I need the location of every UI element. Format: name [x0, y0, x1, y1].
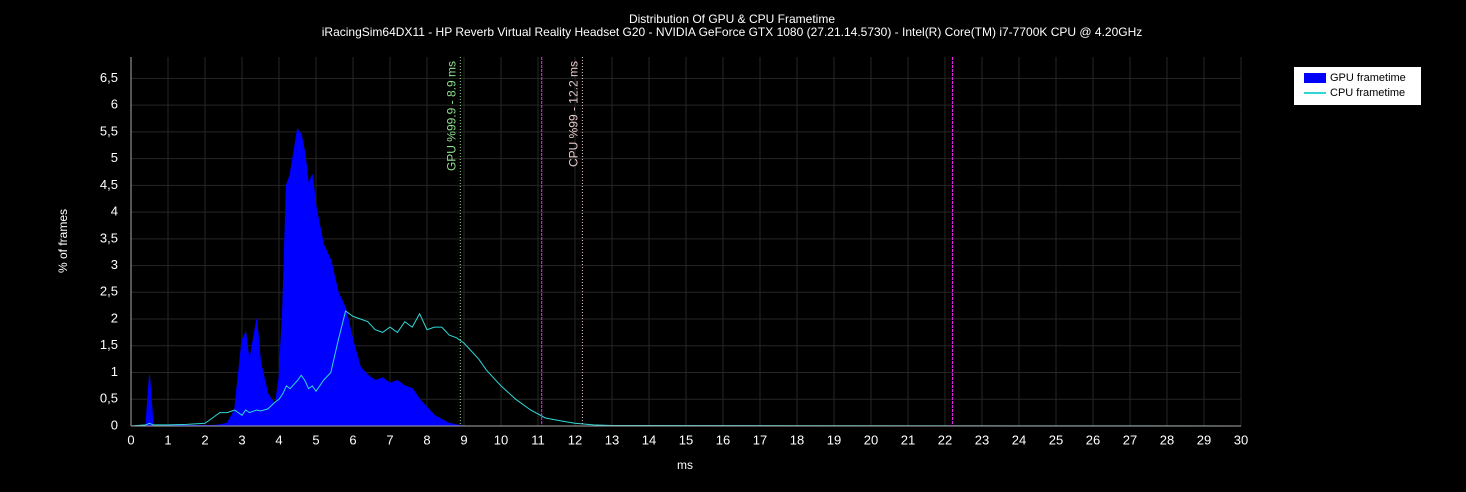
x-tick-label: 29: [1197, 432, 1211, 447]
x-tick-label: 12: [568, 432, 582, 447]
x-tick-label: 13: [605, 432, 619, 447]
x-tick-label: 2: [201, 432, 208, 447]
x-tick-label: 17: [753, 432, 767, 447]
legend-label: CPU frametime: [1330, 87, 1405, 99]
legend-swatch: [1304, 73, 1326, 83]
x-tick-label: 16: [716, 432, 730, 447]
x-tick-label: 9: [460, 432, 467, 447]
y-tick-label: 2: [111, 310, 118, 325]
x-axis-label: ms: [677, 458, 693, 472]
x-tick-label: 14: [642, 432, 656, 447]
percentile-label: CPU %99 - 12.2 ms: [567, 61, 581, 167]
x-tick-label: 22: [938, 432, 952, 447]
y-tick-label: 3,5: [100, 230, 118, 245]
x-tick-label: 26: [1086, 432, 1100, 447]
x-tick-label: 28: [1160, 432, 1174, 447]
x-tick-label: 19: [827, 432, 841, 447]
y-tick-label: 2,5: [100, 284, 118, 299]
x-tick-label: 27: [1123, 432, 1137, 447]
y-tick-label: 4,5: [100, 177, 118, 192]
chart-title: Distribution Of GPU & CPU Frametime: [629, 12, 835, 26]
x-tick-label: 0: [127, 432, 134, 447]
x-tick-label: 21: [901, 432, 915, 447]
legend-label: GPU frametime: [1330, 72, 1406, 84]
x-tick-label: 24: [1012, 432, 1026, 447]
x-tick-label: 5: [312, 432, 319, 447]
y-tick-label: 5,5: [100, 123, 118, 138]
y-tick-label: 0,5: [100, 391, 118, 406]
x-tick-label: 10: [494, 432, 508, 447]
x-tick-label: 20: [864, 432, 878, 447]
x-tick-label: 15: [679, 432, 693, 447]
y-tick-label: 1,5: [100, 337, 118, 352]
cpu-line: [130, 310, 1242, 427]
x-tick-label: 30: [1234, 432, 1248, 447]
x-tick-label: 25: [1049, 432, 1063, 447]
x-tick-label: 18: [790, 432, 804, 447]
x-tick-label: 23: [975, 432, 989, 447]
x-tick-label: 6: [349, 432, 356, 447]
x-tick-label: 1: [164, 432, 171, 447]
x-tick-label: 7: [386, 432, 393, 447]
x-tick-label: 11: [531, 432, 545, 447]
y-tick-label: 6,5: [100, 70, 118, 85]
y-tick-label: 1: [111, 364, 118, 379]
x-tick-label: 4: [275, 432, 282, 447]
x-tick-label: 3: [238, 432, 245, 447]
y-axis-label: % of frames: [56, 209, 70, 273]
y-tick-label: 6: [111, 97, 118, 112]
y-tick-label: 5: [111, 150, 118, 165]
y-tick-label: 0: [111, 417, 118, 432]
y-tick-label: 4: [111, 204, 118, 219]
x-tick-label: 8: [423, 432, 430, 447]
percentile-label: GPU %99.9 - 8.9 ms: [444, 61, 458, 171]
y-tick-label: 3: [111, 257, 118, 272]
chart-subtitle: iRacingSim64DX11 - HP Reverb Virtual Rea…: [322, 25, 1143, 39]
